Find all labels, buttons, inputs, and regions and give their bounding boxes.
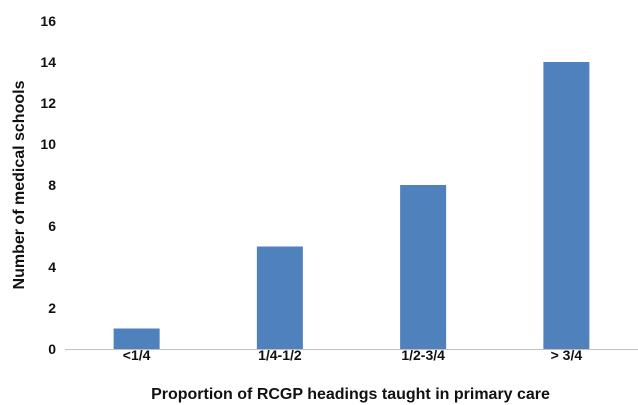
y-tick-label: 4 — [48, 259, 56, 275]
y-tick-label: 16 — [40, 13, 56, 29]
y-axis-title: Number of medical schools — [11, 80, 28, 289]
y-tick-label: 10 — [40, 136, 56, 152]
bar — [400, 185, 447, 349]
y-tick-label: 6 — [48, 218, 56, 234]
y-tick-label: 12 — [40, 95, 56, 111]
x-tick-label: > 3/4 — [551, 347, 583, 363]
x-axis-title: Proportion of RCGP headings taught in pr… — [151, 386, 550, 403]
x-tick-label: 1/4-1/2 — [258, 347, 302, 363]
bars — [113, 62, 590, 349]
bar — [113, 328, 160, 349]
y-tick-label: 0 — [48, 341, 56, 357]
bar — [256, 246, 303, 349]
bar — [543, 62, 590, 349]
y-tick-label: 2 — [48, 300, 56, 316]
x-tick-label: 1/2-3/4 — [401, 347, 445, 363]
x-axis-ticks: <1/4 1/4-1/2 1/2-3/4 > 3/4 — [123, 347, 583, 363]
y-tick-label: 8 — [48, 177, 56, 193]
y-axis-ticks: 0 2 4 6 8 10 12 14 16 — [40, 13, 56, 357]
y-tick-label: 14 — [40, 54, 56, 70]
x-tick-label: <1/4 — [123, 347, 151, 363]
